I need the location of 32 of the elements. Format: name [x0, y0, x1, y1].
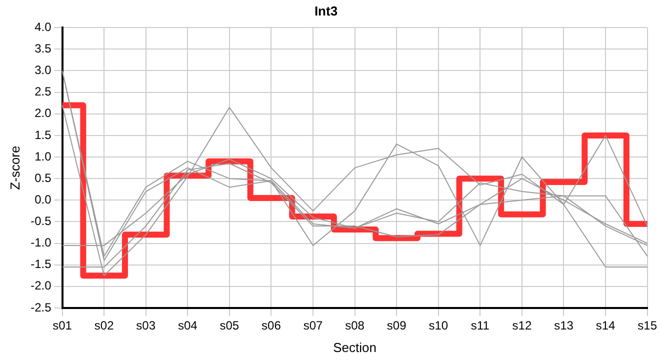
x-tick-label: s10: [428, 318, 448, 333]
x-tick-label: s07: [303, 318, 324, 333]
y-tick-label: -1.0: [30, 236, 52, 250]
x-tick-label: s02: [94, 318, 114, 333]
x-tick-label: s09: [386, 318, 407, 333]
chart-title: Int3: [314, 3, 338, 18]
y-tick-label: 2.0: [34, 106, 52, 120]
y-tick-label: 1.0: [34, 149, 52, 164]
y-tick-label: 3.0: [34, 63, 52, 78]
x-tick-label: s11: [470, 318, 490, 333]
x-tick-label: s04: [178, 318, 198, 333]
y-tick-label: -1.5: [30, 257, 52, 272]
x-tick-label: s03: [136, 318, 156, 333]
x-tick-label: s06: [262, 318, 282, 333]
x-tick-label: s14: [596, 318, 616, 333]
y-tick-label: -2.5: [30, 300, 52, 314]
x-tick-label: s05: [220, 318, 240, 333]
x-axis-title: Section: [333, 340, 376, 355]
y-tick-label: 3.5: [34, 41, 52, 56]
x-tick-label: s15: [638, 318, 658, 333]
y-tick-label: 0.0: [34, 192, 52, 206]
y-tick-label: 0.5: [34, 170, 52, 185]
x-tick-label: s12: [512, 318, 532, 333]
y-tick-label: 1.5: [34, 128, 52, 142]
y-tick-label: 4.0: [34, 20, 52, 34]
x-tick-label: s13: [554, 318, 574, 333]
y-tick-label: -0.5: [30, 214, 52, 228]
y-axis-title: Z-score: [7, 146, 22, 190]
y-tick-label: -2.0: [30, 278, 52, 293]
y-tick-label: 2.5: [34, 84, 52, 99]
x-tick-label: s01: [52, 318, 72, 333]
x-tick-label: s08: [345, 318, 365, 333]
